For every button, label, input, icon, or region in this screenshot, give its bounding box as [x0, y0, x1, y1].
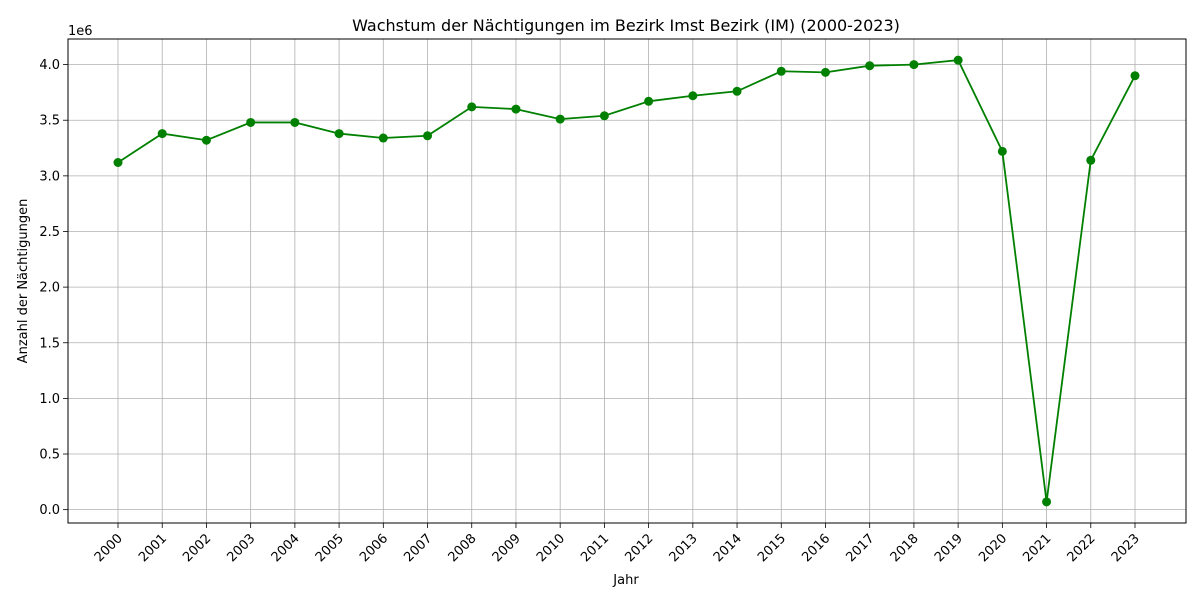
data-point: [246, 117, 256, 127]
x-tick-label: 2015: [755, 531, 789, 565]
data-point: [423, 131, 433, 141]
series-line: [117, 59, 1136, 502]
y-axis-ticks: 0.0 0.5 1.0 1.5 2.0 2.5 3.0 3.5 4.0: [39, 58, 68, 518]
x-tick-label: 2002: [180, 531, 214, 565]
x-tick-label: 2000: [92, 531, 126, 565]
data-point: [1130, 71, 1140, 81]
x-tick-label: 2016: [799, 531, 833, 565]
y-axis-offset-label: 1e6: [68, 24, 93, 39]
data-point: [378, 133, 388, 143]
y-tick-label: 3.0: [39, 169, 60, 184]
data-point: [997, 146, 1007, 156]
data-point: [290, 117, 300, 127]
x-tick-label: 2021: [1020, 531, 1054, 565]
data-point: [776, 66, 786, 76]
x-tick-label: 2003: [224, 531, 258, 565]
y-tick-label: 1.5: [39, 336, 60, 351]
y-tick-label: 3.5: [39, 114, 60, 129]
data-point: [113, 158, 123, 168]
x-tick-label: 2007: [401, 531, 435, 565]
y-tick-label: 0.0: [39, 503, 60, 518]
data-point: [688, 91, 698, 101]
x-tick-label: 2011: [578, 531, 612, 565]
x-tick-label: 2009: [490, 531, 524, 565]
data-point: [334, 129, 344, 139]
data-point: [953, 55, 963, 65]
y-axis-label: Anzahl der Nächtigungen: [16, 199, 31, 364]
x-axis-ticks: 2000 2001 2002 2003 2004 2005 2006 2007 2008 2009…: [92, 523, 1143, 565]
y-tick-label: 1.0: [39, 392, 60, 407]
data-point: [644, 96, 654, 106]
data-point: [1086, 155, 1096, 165]
series-markers: [113, 55, 1140, 507]
x-tick-label: 2019: [932, 531, 966, 565]
data-point: [555, 114, 565, 124]
data-point: [201, 135, 211, 145]
x-tick-label: 2008: [446, 531, 480, 565]
x-axis-label: Jahr: [612, 573, 639, 588]
data-point: [865, 61, 875, 71]
data-point: [599, 111, 609, 121]
x-tick-label: 2012: [622, 531, 656, 565]
data-point: [820, 67, 830, 77]
data-point: [732, 86, 742, 96]
x-tick-label: 2010: [534, 531, 568, 565]
x-tick-label: 2005: [313, 531, 347, 565]
plot-area-frame: [67, 38, 1187, 524]
x-tick-label: 2017: [844, 531, 878, 565]
data-point: [467, 102, 477, 112]
x-tick-label: 2013: [667, 531, 701, 565]
x-tick-label: 2014: [711, 531, 745, 565]
y-tick-label: 0.5: [39, 448, 60, 463]
x-tick-label: 2023: [1109, 531, 1143, 565]
data-point: [1042, 497, 1052, 507]
y-tick-label: 2.0: [39, 281, 60, 296]
data-point: [909, 60, 919, 70]
x-tick-label: 2020: [976, 531, 1010, 565]
y-tick-label: 2.5: [39, 225, 60, 240]
x-tick-label: 2018: [888, 531, 922, 565]
chart-title: Wachstum der Nächtigungen im Bezirk Imst…: [352, 16, 900, 35]
y-tick-label: 4.0: [39, 58, 60, 73]
data-point: [511, 104, 521, 114]
x-tick-label: 2006: [357, 531, 391, 565]
data-point: [157, 129, 167, 139]
x-tick-label: 2022: [1065, 531, 1099, 565]
x-tick-label: 2004: [269, 531, 303, 565]
x-tick-label: 2001: [136, 531, 170, 565]
